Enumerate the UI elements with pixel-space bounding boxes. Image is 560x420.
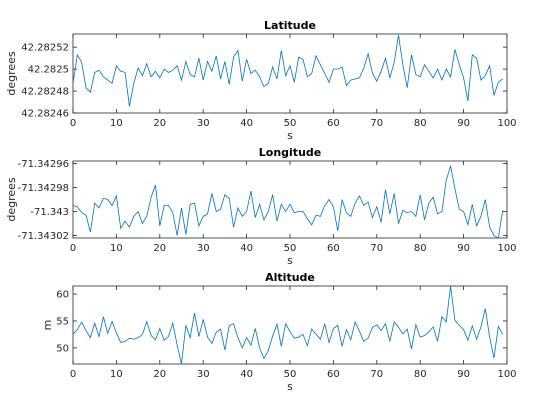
longitude-title: Longitude bbox=[259, 146, 321, 159]
latitude-ytick-label: 42.28248 bbox=[21, 87, 69, 98]
longitude-xtick-label: 90 bbox=[457, 243, 470, 254]
latitude-xtick-label: 10 bbox=[110, 118, 123, 129]
altitude-xtick-label: 80 bbox=[414, 369, 427, 380]
latitude-axes: 0 10 20 30 40 50 60 70 80 90 100 42.28246 42.28248 42… bbox=[5, 19, 517, 142]
altitude-xtick-label: 10 bbox=[110, 369, 123, 380]
latitude-ytick-label: 42.28246 bbox=[21, 109, 69, 120]
altitude-xtick-label: 50 bbox=[284, 369, 297, 380]
longitude-xtick-label: 80 bbox=[414, 243, 427, 254]
altitude-title: Altitude bbox=[265, 271, 315, 284]
longitude-xlabel: s bbox=[287, 254, 293, 267]
longitude-axes-box bbox=[72, 160, 508, 239]
longitude-ytick-label: -71.343 bbox=[30, 207, 69, 218]
latitude-series-line bbox=[72, 35, 503, 107]
longitude-xtick-label: 70 bbox=[370, 243, 383, 254]
longitude-xtick-label: 40 bbox=[240, 243, 253, 254]
altitude-xtick-label: 60 bbox=[327, 369, 340, 380]
latitude-xtick-label: 70 bbox=[370, 118, 383, 129]
latitude-xlabel: s bbox=[287, 129, 293, 142]
altitude-ylabel: m bbox=[41, 320, 54, 331]
altitude-xtick-label: 90 bbox=[457, 369, 470, 380]
longitude-axes: 0 10 20 30 40 50 60 70 80 90 100 -71.34302 -71.343 -7… bbox=[5, 146, 517, 267]
latitude-xtick-label: 50 bbox=[284, 118, 297, 129]
altitude-ytick-label: 55 bbox=[56, 316, 69, 327]
altitude-series-line bbox=[72, 285, 504, 365]
latitude-xtick-label: 80 bbox=[414, 118, 427, 129]
longitude-ytick-label: -71.34296 bbox=[18, 159, 69, 170]
altitude-xtick-label: 100 bbox=[497, 369, 516, 380]
latitude-xtick-label: 30 bbox=[197, 118, 210, 129]
altitude-ytick-label: 50 bbox=[56, 343, 69, 354]
latitude-xtick-label: 20 bbox=[153, 118, 166, 129]
latitude-axes-box bbox=[72, 33, 508, 114]
longitude-xtick-label: 30 bbox=[197, 243, 210, 254]
longitude-xtick-label: 20 bbox=[153, 243, 166, 254]
latitude-ytick-label: 42.28252 bbox=[21, 43, 69, 54]
latitude-xtick-label: 40 bbox=[240, 118, 253, 129]
latitude-xtick-label: 100 bbox=[497, 118, 516, 129]
longitude-ytick-label: -71.34302 bbox=[18, 231, 69, 242]
latitude-title: Latitude bbox=[264, 19, 316, 32]
longitude-xtick-label: 60 bbox=[327, 243, 340, 254]
longitude-xtick-label: 50 bbox=[284, 243, 297, 254]
longitude-ytick-label: -71.34298 bbox=[18, 183, 69, 194]
latitude-ylabel: degrees bbox=[5, 51, 18, 96]
altitude-ytick-label: 60 bbox=[56, 290, 69, 301]
longitude-series-line bbox=[72, 165, 504, 239]
altitude-xtick-label: 30 bbox=[197, 369, 210, 380]
altitude-xtick-label: 0 bbox=[70, 369, 76, 380]
altitude-axes-box bbox=[72, 285, 508, 365]
altitude-xtick-label: 70 bbox=[370, 369, 383, 380]
longitude-xtick-label: 0 bbox=[70, 243, 76, 254]
longitude-xtick-label: 100 bbox=[497, 243, 516, 254]
longitude-xtick-label: 10 bbox=[110, 243, 123, 254]
altitude-xtick-label: 20 bbox=[153, 369, 166, 380]
longitude-ylabel: degrees bbox=[5, 177, 18, 222]
latitude-xtick-label: 0 bbox=[70, 118, 76, 129]
altitude-xlabel: s bbox=[287, 380, 293, 393]
latitude-ytick-label: 42.2825 bbox=[28, 65, 69, 76]
latitude-xtick-label: 90 bbox=[457, 118, 470, 129]
altitude-xtick-label: 40 bbox=[240, 369, 253, 380]
altitude-axes: 0 10 20 30 40 50 60 70 80 90 100 50 55 60 Altitude s m bbox=[41, 271, 517, 393]
latitude-xtick-label: 60 bbox=[327, 118, 340, 129]
